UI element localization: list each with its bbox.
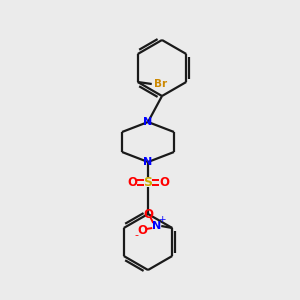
Text: N: N [143,157,153,167]
Text: -: - [134,230,138,240]
Text: N: N [152,221,161,231]
Text: N: N [143,117,153,127]
Text: Br: Br [154,79,167,89]
Text: +: + [158,215,166,224]
Text: O: O [137,224,147,236]
Text: O: O [127,176,137,188]
Text: S: S [143,176,152,188]
Text: O: O [143,208,153,220]
Text: O: O [159,176,169,188]
